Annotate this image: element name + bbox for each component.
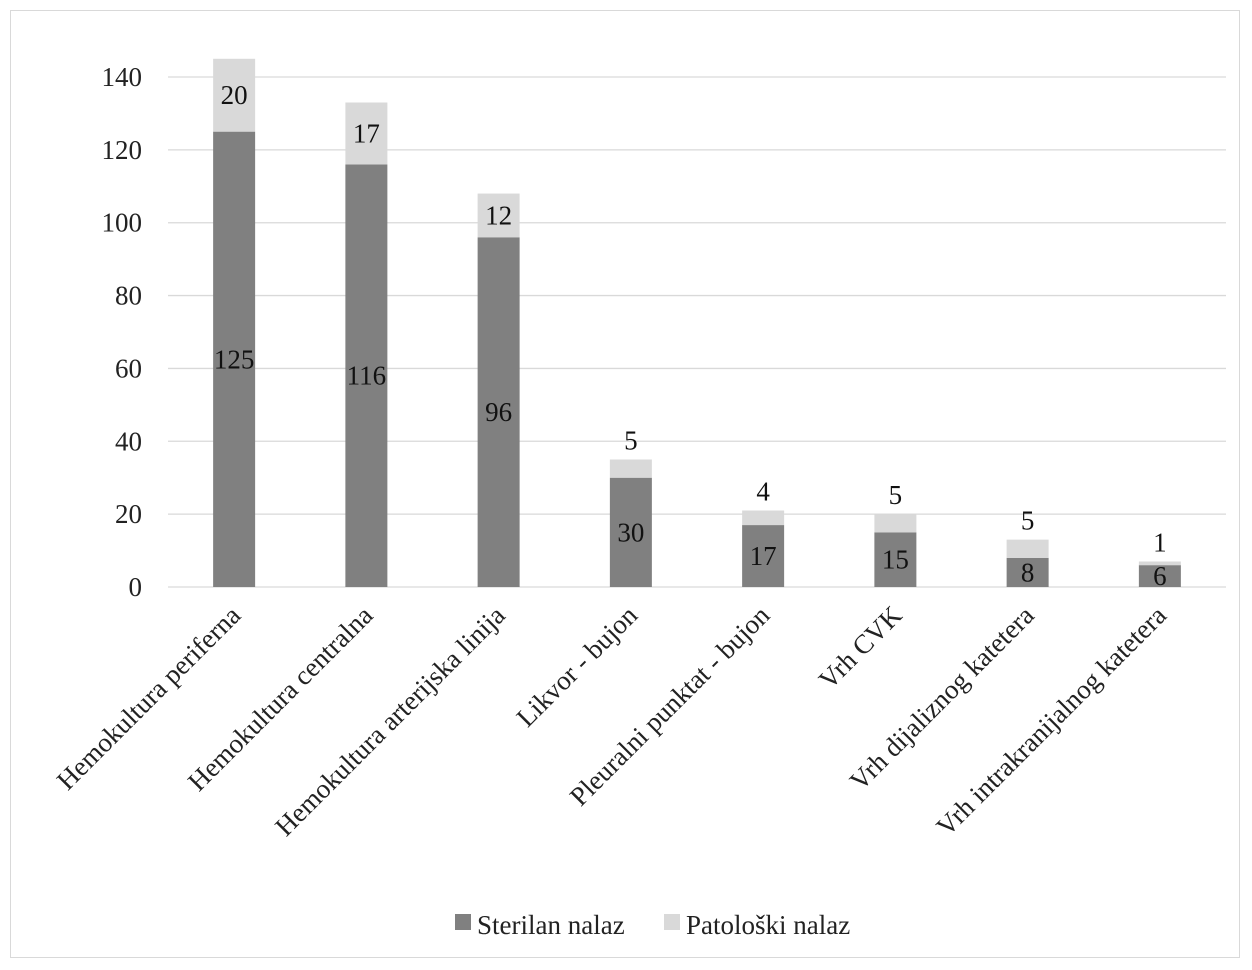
bar-sterilan-2 bbox=[345, 164, 388, 587]
bar-patoloski-6 bbox=[874, 514, 917, 533]
data-label-patoloski-1: 20 bbox=[221, 80, 248, 110]
bar-patoloski-3 bbox=[477, 193, 520, 238]
bar-patoloski-2 bbox=[345, 102, 388, 165]
bar-patoloski-4 bbox=[609, 459, 652, 478]
y-axis-tick-labels: 0 20 40 60 80 100 120 140 bbox=[102, 62, 143, 602]
bar-sterilan-3 bbox=[477, 237, 520, 588]
data-label-patoloski-4: 5 bbox=[624, 426, 638, 456]
y-tick-label-120: 120 bbox=[102, 135, 143, 165]
legend-swatch-sterilan bbox=[455, 914, 471, 930]
data-label-patoloski-3: 12 bbox=[485, 200, 512, 230]
y-tick-label-0: 0 bbox=[129, 572, 143, 602]
bar-patoloski-7 bbox=[1006, 539, 1049, 558]
legend-swatch-patoloski bbox=[664, 914, 680, 930]
data-label-sterilan-7: 8 bbox=[1021, 557, 1035, 587]
bar-patoloski-8 bbox=[1138, 561, 1181, 566]
data-labels: 125 20 116 17 96 12 30 5 17 4 15 5 8 5 61 bbox=[214, 80, 1167, 591]
x-category-label-6: Vrh CVK bbox=[813, 600, 908, 695]
y-tick-label-100: 100 bbox=[102, 208, 143, 238]
bar-patoloski-5 bbox=[742, 510, 785, 526]
y-tick-label-60: 60 bbox=[115, 353, 142, 383]
legend-label-patoloski: Patološki nalaz bbox=[686, 910, 850, 940]
x-category-label-4: Likvor - bujon bbox=[511, 600, 644, 733]
data-label-patoloski-2: 17 bbox=[353, 118, 380, 148]
bar-sterilan-1 bbox=[213, 131, 256, 587]
data-label-patoloski-8: 1 bbox=[1153, 528, 1167, 558]
x-category-label-3: Hemokultura arterijska linija bbox=[269, 600, 511, 842]
y-tick-label-80: 80 bbox=[115, 281, 142, 311]
legend-label-sterilan: Sterilan nalaz bbox=[477, 910, 625, 940]
legend: Sterilan nalaz Patološki nalaz bbox=[455, 910, 850, 940]
bar-sterilan-5 bbox=[742, 525, 785, 587]
data-label-patoloski-6: 5 bbox=[889, 480, 903, 510]
data-label-sterilan-5: 17 bbox=[750, 541, 777, 571]
data-label-patoloski-7: 5 bbox=[1021, 506, 1035, 536]
bar-sterilan-6 bbox=[874, 532, 917, 587]
data-label-sterilan-6: 15 bbox=[882, 545, 909, 575]
y-tick-label-140: 140 bbox=[102, 62, 143, 92]
data-label-sterilan-4: 30 bbox=[617, 517, 644, 547]
y-tick-label-20: 20 bbox=[115, 499, 142, 529]
bar-sterilan-8 bbox=[1138, 565, 1181, 587]
bars bbox=[213, 58, 1181, 588]
y-tick-label-40: 40 bbox=[115, 426, 142, 456]
data-label-patoloski-5: 4 bbox=[756, 477, 770, 507]
bar-sterilan-7 bbox=[1006, 557, 1049, 587]
bar-sterilan-4 bbox=[609, 477, 652, 587]
data-label-sterilan-3: 96 bbox=[485, 397, 512, 427]
x-category-label-8: Vrh intrakranijalnog katetera bbox=[930, 600, 1172, 842]
gridlines bbox=[168, 76, 1226, 588]
data-label-sterilan-1: 125 bbox=[214, 344, 255, 374]
data-label-sterilan-2: 116 bbox=[347, 361, 387, 391]
bar-patoloski-1 bbox=[213, 58, 256, 132]
data-label-sterilan-8: 6 bbox=[1153, 561, 1167, 591]
